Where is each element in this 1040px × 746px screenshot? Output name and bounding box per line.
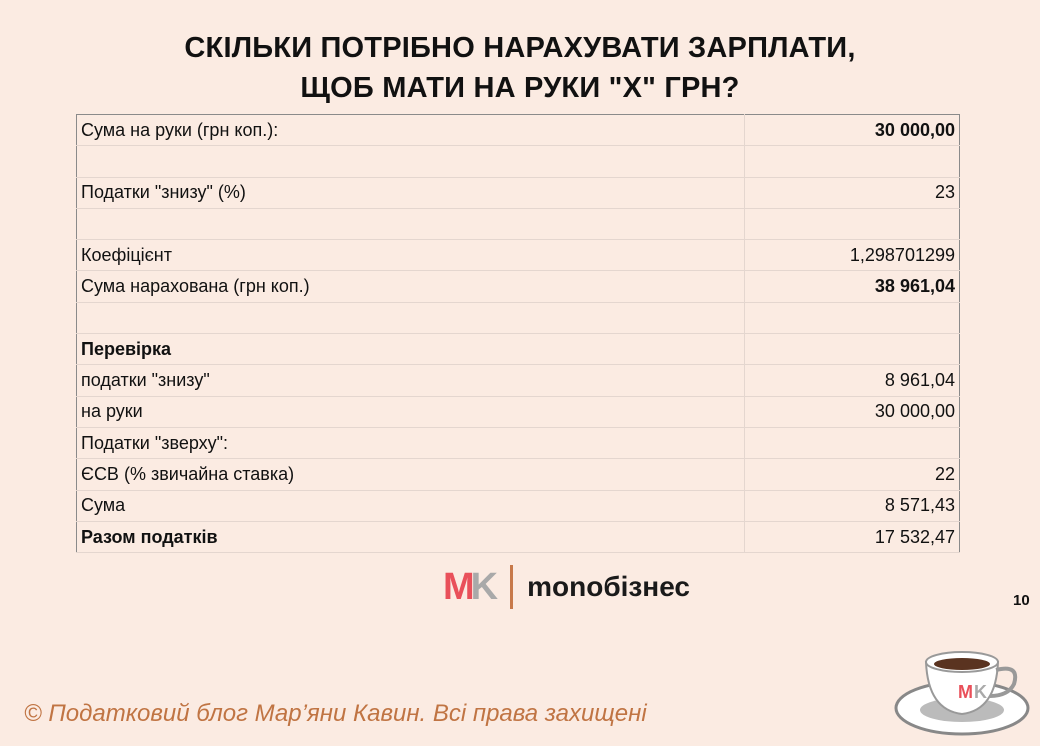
monobiznes-logo: MK monoбізнес bbox=[443, 565, 690, 609]
row-label bbox=[76, 208, 745, 241]
row-value: 8 961,04 bbox=[744, 364, 960, 397]
row-value bbox=[744, 333, 960, 366]
row-label: Сума нарахована (грн коп.) bbox=[76, 270, 745, 303]
brand-name: monoбізнес bbox=[527, 571, 690, 602]
table-row: податки "знизу" 8 961,04 bbox=[76, 364, 960, 397]
table-row: Разом податків 17 532,47 bbox=[76, 521, 960, 554]
row-label: Коефіцієнт bbox=[76, 239, 745, 272]
title-line-2: ЩОБ МАТИ НА РУКИ "Х" ГРН? bbox=[300, 72, 740, 104]
page-number: 10 bbox=[1013, 592, 1030, 609]
slide-title: СКІЛЬКИ ПОТРІБНО НАРАХУВАТИ ЗАРПЛАТИ, ЩО… bbox=[0, 28, 1040, 108]
mk-logo-mark: MK bbox=[443, 565, 498, 608]
table-row bbox=[76, 208, 960, 241]
table-row: Сума нарахована (грн коп.) 38 961,04 bbox=[76, 270, 960, 303]
logo-divider bbox=[510, 565, 514, 609]
row-value: 38 961,04 bbox=[744, 270, 960, 303]
table-row: ЄСВ (% звичайна ставка) 22 bbox=[76, 458, 960, 491]
title-line-1: СКІЛЬКИ ПОТРІБНО НАРАХУВАТИ ЗАРПЛАТИ, bbox=[184, 32, 856, 64]
row-label: Сума на руки (грн коп.): bbox=[76, 114, 745, 147]
row-value: 17 532,47 bbox=[744, 521, 960, 554]
svg-text:K: K bbox=[974, 682, 987, 702]
table-row: Сума 8 571,43 bbox=[76, 490, 960, 522]
row-value bbox=[744, 145, 960, 178]
row-label: Податки "знизу" (%) bbox=[76, 177, 745, 209]
table-row: Податки "зверху": bbox=[76, 427, 960, 460]
svg-text:M: M bbox=[958, 682, 973, 702]
row-label bbox=[76, 302, 745, 335]
row-label: Разом податків bbox=[76, 521, 745, 554]
table-row: Сума на руки (грн коп.): 30 000,00 bbox=[76, 114, 960, 147]
row-label: ЄСВ (% звичайна ставка) bbox=[76, 458, 745, 491]
row-value: 30 000,00 bbox=[744, 396, 960, 428]
row-value: 1,298701299 bbox=[744, 239, 960, 272]
table-row: Коефіцієнт 1,298701299 bbox=[76, 239, 960, 272]
row-label bbox=[76, 145, 745, 178]
table-row: Перевірка bbox=[76, 333, 960, 366]
table-row bbox=[76, 302, 960, 335]
row-value: 30 000,00 bbox=[744, 114, 960, 147]
row-label: Сума bbox=[76, 490, 745, 522]
table-row: Податки "знизу" (%) 23 bbox=[76, 177, 960, 209]
copyright-footer: © Податковий блог Мар’яни Кавин. Всі пра… bbox=[24, 700, 647, 727]
row-value: 23 bbox=[744, 177, 960, 209]
table-row bbox=[76, 145, 960, 178]
row-label: Перевірка bbox=[76, 333, 745, 366]
salary-calculation-table: Сума на руки (грн коп.): 30 000,00 Податки… bbox=[76, 114, 960, 554]
row-value bbox=[744, 427, 960, 460]
row-label: Податки "зверху": bbox=[76, 427, 745, 460]
row-label: на руки bbox=[76, 396, 745, 428]
coffee-cup-icon: M K bbox=[894, 651, 1030, 736]
table-row: на руки 30 000,00 bbox=[76, 396, 960, 428]
row-value: 22 bbox=[744, 458, 960, 491]
row-value bbox=[744, 302, 960, 335]
row-value bbox=[744, 208, 960, 241]
row-value: 8 571,43 bbox=[744, 490, 960, 522]
row-label: податки "знизу" bbox=[76, 364, 745, 397]
